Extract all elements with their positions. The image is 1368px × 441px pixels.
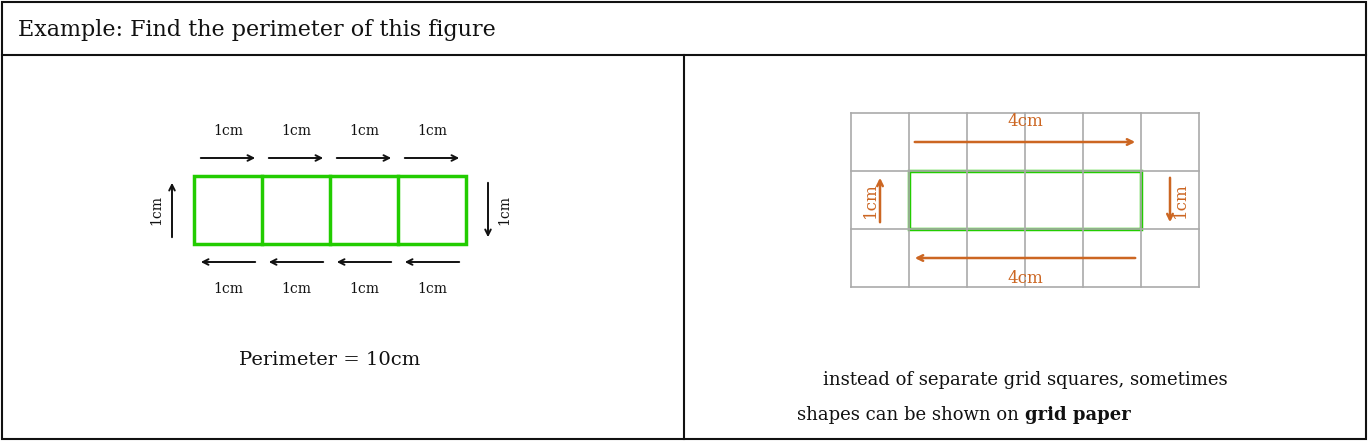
Text: 1cm: 1cm (349, 124, 379, 138)
Text: Example: Find the perimeter of this figure: Example: Find the perimeter of this figu… (18, 19, 495, 41)
Text: 1cm: 1cm (213, 124, 244, 138)
Text: Perimeter = 10cm: Perimeter = 10cm (239, 351, 420, 369)
Text: instead of separate grid squares, sometimes: instead of separate grid squares, someti… (822, 371, 1227, 389)
Text: 1cm: 1cm (213, 282, 244, 296)
Text: 1cm: 1cm (349, 282, 379, 296)
Text: shapes can be shown on: shapes can be shown on (798, 406, 1025, 424)
Text: 1cm: 1cm (280, 124, 311, 138)
Text: 1cm: 1cm (149, 195, 163, 225)
Text: 1cm: 1cm (862, 182, 878, 218)
Text: 1cm: 1cm (280, 282, 311, 296)
Bar (908, 171, 1141, 229)
Text: 1cm: 1cm (417, 124, 447, 138)
Text: 4cm: 4cm (1007, 270, 1042, 287)
Text: 1cm: 1cm (497, 195, 512, 225)
Bar (194, 176, 466, 244)
Text: 1cm: 1cm (1171, 182, 1189, 218)
Text: 1cm: 1cm (417, 282, 447, 296)
Text: grid paper: grid paper (1025, 406, 1131, 424)
Text: 4cm: 4cm (1007, 113, 1042, 130)
